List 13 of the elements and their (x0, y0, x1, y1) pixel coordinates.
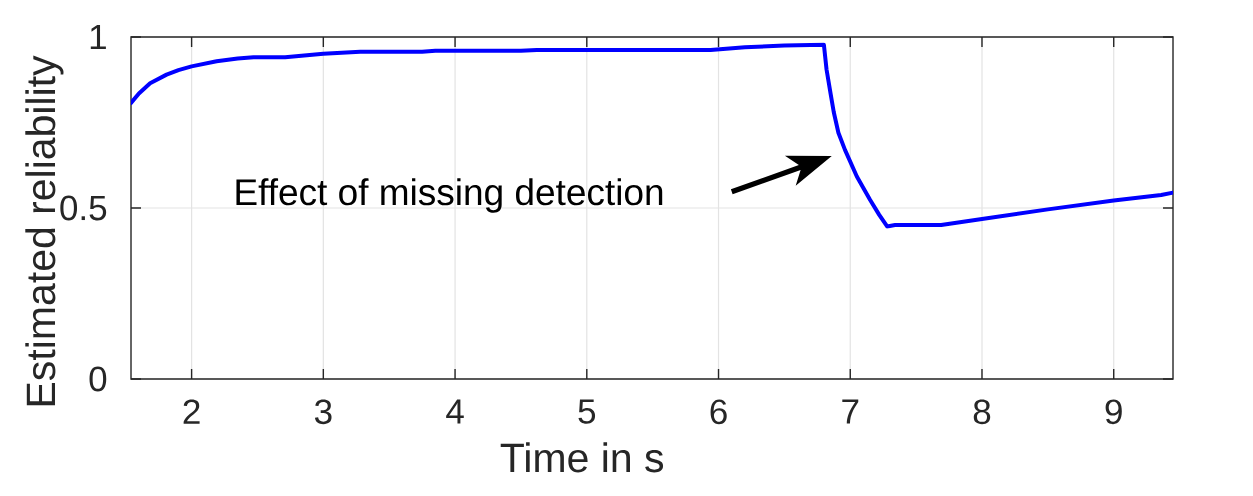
x-tick-label: 5 (578, 399, 596, 424)
x-tick-label: 2 (183, 399, 200, 424)
y-tick-label: 1 (90, 24, 106, 50)
x-tick-label: 3 (314, 399, 332, 425)
x-tick-label: 4 (446, 399, 464, 424)
y-tick-label: 0 (89, 366, 107, 392)
x-tick-label: 9 (1105, 399, 1122, 425)
x-axis-title: Time in s (500, 442, 664, 473)
x-tick-label: 7 (842, 399, 859, 424)
x-tick-label: 8 (973, 399, 991, 425)
line-series (131, 42, 1174, 229)
x-tick-label: 6 (710, 399, 727, 425)
annotation: Effect of missing detection (236, 178, 663, 213)
